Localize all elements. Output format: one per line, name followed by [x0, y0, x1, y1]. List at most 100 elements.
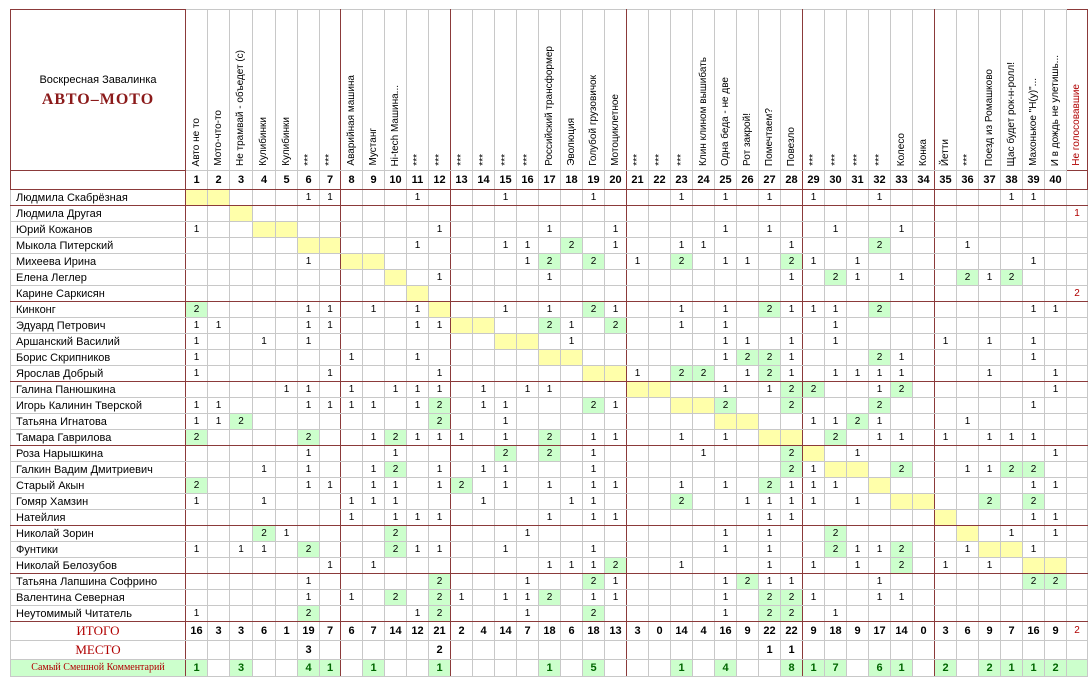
- topic-number: 15: [494, 170, 517, 190]
- vote-cell: [692, 541, 715, 558]
- vote-cell: 2: [824, 541, 847, 558]
- vote-cell: [319, 461, 341, 478]
- vote-cell: 1: [185, 397, 208, 414]
- vote-cell: [229, 605, 253, 622]
- vote-cell: [582, 365, 605, 382]
- vote-cell: [252, 429, 276, 446]
- vote-cell: [802, 205, 825, 222]
- place-value: [319, 640, 341, 660]
- vote-cell: [494, 381, 517, 398]
- vote-cell: [450, 333, 473, 350]
- vote-cell: [494, 525, 517, 542]
- vote-cell: 2: [1000, 461, 1023, 478]
- vote-cell: [956, 573, 979, 590]
- vote-cell: [626, 189, 649, 206]
- vote-cell: [252, 301, 276, 318]
- place-value: [229, 640, 253, 660]
- vote-cell: [582, 205, 605, 222]
- vote-cell: [868, 605, 891, 622]
- vote-cell: [297, 557, 320, 574]
- vote-cell: 1: [252, 461, 276, 478]
- topic-header: Йетти: [934, 9, 957, 171]
- vote-cell: 1: [868, 365, 891, 382]
- vote-cell: [297, 221, 320, 238]
- vote-cell: [670, 381, 693, 398]
- topic-header: ***: [319, 9, 341, 171]
- vote-cell: [868, 493, 891, 510]
- vote-cell: [714, 413, 737, 430]
- topic-title: И в дождь не улетишь...: [1049, 54, 1061, 166]
- vote-cell: 1: [736, 365, 759, 382]
- total-value: 17: [868, 621, 891, 641]
- vote-cell: [1000, 397, 1023, 414]
- funny-value: 1: [319, 659, 341, 677]
- vote-cell: [604, 365, 627, 382]
- vote-cell: [340, 461, 363, 478]
- vote-cell: [494, 365, 517, 382]
- vote-cell: [956, 221, 979, 238]
- vote-cell: [978, 605, 1001, 622]
- place-value: [604, 640, 627, 660]
- vote-cell: [229, 221, 253, 238]
- vote-cell: 1: [538, 557, 561, 574]
- vote-cell: [450, 605, 473, 622]
- vote-cell: [1044, 333, 1067, 350]
- vote-cell: [275, 429, 298, 446]
- vote-cell: [648, 205, 671, 222]
- vote-cell: [384, 205, 407, 222]
- vote-cell: [450, 237, 473, 254]
- vote-cell: [890, 397, 913, 414]
- vote-cell: 2: [670, 365, 693, 382]
- vote-cell: [582, 333, 605, 350]
- vote-cell: [780, 557, 803, 574]
- vote-cell: [406, 477, 429, 494]
- vote-cell: 1: [1022, 541, 1045, 558]
- author-name: Галина Панюшкина: [10, 381, 186, 398]
- topic-title: ***: [653, 154, 665, 166]
- vote-cell: [1044, 557, 1067, 574]
- vote-cell: [472, 237, 495, 254]
- vote-cell: 1: [538, 477, 561, 494]
- vote-cell: [648, 349, 671, 366]
- vote-cell: [670, 205, 693, 222]
- vote-cell: [802, 333, 825, 350]
- vote-cell: [450, 349, 473, 366]
- vote-cell: 2: [890, 557, 913, 574]
- funny-value: [450, 659, 473, 677]
- vote-cell: 1: [297, 381, 320, 398]
- author-name: Мыкола Питерский: [10, 237, 186, 254]
- vote-cell: 1: [340, 589, 363, 606]
- vote-cell: 1: [207, 413, 230, 430]
- vote-cell: [934, 477, 957, 494]
- vote-cell: [648, 285, 671, 302]
- funny-value: 3: [229, 659, 253, 677]
- vote-cell: [472, 317, 495, 334]
- topic-title: Поезд из Ромашково: [983, 68, 995, 166]
- author-name: Татьяна Игнатова: [10, 413, 186, 430]
- author-name: Натейлия: [10, 509, 186, 526]
- vote-cell: [626, 461, 649, 478]
- vote-cell: 2: [604, 317, 627, 334]
- vote-cell: [384, 301, 407, 318]
- vote-cell: [802, 541, 825, 558]
- not-voted-mark: 2: [1066, 285, 1088, 302]
- vote-cell: 1: [890, 365, 913, 382]
- vote-cell: [406, 365, 429, 382]
- vote-cell: 1: [582, 189, 605, 206]
- author-name: Татьяна Лапшина Софрино: [10, 573, 186, 590]
- vote-cell: [692, 413, 715, 430]
- vote-cell: 1: [780, 237, 803, 254]
- vote-cell: [185, 525, 208, 542]
- vote-cell: [912, 493, 935, 510]
- topic-number: 7: [319, 170, 341, 190]
- vote-cell: [956, 349, 979, 366]
- vote-cell: [297, 237, 320, 254]
- vote-cell: 1: [538, 381, 561, 398]
- vote-cell: [319, 589, 341, 606]
- vote-cell: [319, 493, 341, 510]
- vote-cell: 2: [1022, 493, 1045, 510]
- vote-cell: [912, 285, 935, 302]
- vote-cell: 1: [428, 365, 451, 382]
- vote-cell: [692, 525, 715, 542]
- vote-cell: 1: [494, 461, 517, 478]
